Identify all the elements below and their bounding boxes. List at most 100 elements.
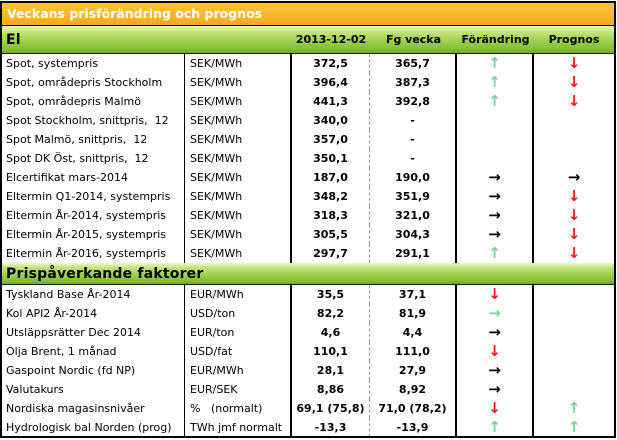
row-unit: USD/ton (185, 304, 292, 323)
forecast-arrow: ↑ (567, 399, 581, 417)
factors-section-rows: Tyskland Base År-2014 EUR/MWh 35,5 37,1 ↓ Kol… (2, 285, 614, 436)
previous-value: 27,9 (370, 361, 457, 380)
table-row: Eltermin År-2014, systempris SEK/MWh 318,3… (2, 206, 614, 225)
row-label: Spot, områdepris Malmö (2, 92, 185, 111)
table-row: Kol API2 År-2014 USD/ton 82,2 81,9 → (2, 304, 614, 323)
row-label: Nordiska magasinsnivåer (2, 399, 185, 418)
row-label: Tyskland Base År-2014 (2, 285, 185, 304)
previous-value: 37,1 (370, 285, 457, 304)
row-label: Hydrologisk bal Norden (prog) (2, 418, 185, 436)
current-value: 110,1 (292, 342, 370, 361)
row-unit: SEK/MWh (185, 111, 292, 130)
forecast-arrow (534, 285, 614, 304)
previous-value: 4,4 (370, 323, 457, 342)
previous-value: - (370, 130, 457, 149)
table-title: Veckans prisförändring och prognos (2, 3, 614, 26)
row-unit: EUR/MWh (185, 285, 292, 304)
row-unit: SEK/MWh (185, 244, 292, 263)
row-label: Eltermin År-2016, systempris (2, 244, 185, 263)
forecast-arrow (534, 380, 614, 399)
column-header-forecast: Prognos (548, 33, 600, 46)
forecast-arrow: ↓ (567, 187, 581, 205)
change-arrow: → (457, 206, 534, 225)
table-row: Tyskland Base År-2014 EUR/MWh 35,5 37,1 ↓ (2, 285, 614, 304)
forecast-arrow (534, 361, 614, 380)
row-label: Kol API2 År-2014 (2, 304, 185, 323)
row-label: Elcertifikat mars-2014 (2, 168, 185, 187)
current-value: 187,0 (292, 168, 370, 187)
current-value: 350,1 (292, 149, 370, 168)
change-arrow: ↓ (457, 342, 534, 361)
column-header-change: Förändring (461, 33, 530, 46)
current-value: 305,5 (292, 225, 370, 244)
forecast-arrow (534, 130, 614, 149)
table-row: Spot, områdepris Malmö SEK/MWh 441,3 392,8 ↑… (2, 92, 614, 111)
row-label: Olja Brent, 1 månad (2, 342, 185, 361)
previous-value: 387,3 (370, 73, 457, 92)
table-row: Eltermin År-2016, systempris SEK/MWh 297,7… (2, 244, 614, 263)
row-unit: SEK/MWh (185, 168, 292, 187)
row-unit: EUR/MWh (185, 361, 292, 380)
section-label-el: El (6, 31, 21, 48)
forecast-arrow (534, 149, 614, 168)
table-row: Nordiska magasinsnivåer% (normalt) 69,1 (… (2, 399, 614, 418)
change-arrow: → (457, 168, 534, 187)
change-arrow: ↑ (457, 92, 534, 111)
row-unit: % (normalt) (185, 399, 292, 418)
change-arrow: → (457, 361, 534, 380)
row-unit: EUR/SEK (185, 380, 292, 399)
change-arrow (457, 149, 534, 168)
forecast-arrow (534, 304, 614, 323)
row-label: Gaspoint Nordic (fd NP) (2, 361, 185, 380)
previous-value: 81,9 (370, 304, 457, 323)
row-label: Spot, systempris (2, 54, 185, 73)
change-arrow (457, 130, 534, 149)
change-arrow: → (457, 187, 534, 206)
row-label: Eltermin År-2014, systempris (2, 206, 185, 225)
current-value: 396,4 (292, 73, 370, 92)
row-unit: SEK/MWh (185, 73, 292, 92)
current-value: -13,3 (292, 418, 370, 436)
previous-value: 351,9 (370, 187, 457, 206)
current-value: 8,86 (292, 380, 370, 399)
row-unit: TWh jmf normalt (185, 418, 292, 436)
table-row: Eltermin Q1-2014, systempris SEK/MWh 348,2… (2, 187, 614, 206)
section-header-factors: Prispåverkande faktorer (2, 263, 614, 285)
row-unit: EUR/ton (185, 323, 292, 342)
row-unit: SEK/MWh (185, 206, 292, 225)
forecast-arrow: ↓ (567, 54, 581, 72)
row-unit: SEK/MWh (185, 92, 292, 111)
previous-value: -13,9 (370, 418, 457, 436)
change-arrow: ↑ (457, 54, 534, 73)
row-label: Spot Malmö, snittpris, 12 (2, 130, 185, 149)
forecast-arrow (534, 323, 614, 342)
row-unit: SEK/MWh (185, 149, 292, 168)
previous-value: 365,7 (370, 54, 457, 73)
current-value: 441,3 (292, 92, 370, 111)
row-unit: SEK/MWh (185, 225, 292, 244)
previous-value: - (370, 111, 457, 130)
row-unit: USD/fat (185, 342, 292, 361)
section-label-factors: Prispåverkande faktorer (6, 265, 204, 282)
previous-value: 111,0 (370, 342, 457, 361)
current-value: 340,0 (292, 111, 370, 130)
forecast-arrow: ↓ (567, 73, 581, 91)
previous-value: 71,0 (78,2) (370, 399, 457, 418)
table-row: Spot Stockholm, snittpris, 12 SEK/MWh 340,… (2, 111, 614, 130)
change-arrow: ↑ (457, 418, 534, 436)
current-value: 318,3 (292, 206, 370, 225)
row-unit: SEK/MWh (185, 54, 292, 73)
current-value: 28,1 (292, 361, 370, 380)
change-arrow: ↑ (457, 73, 534, 92)
change-arrow: → (457, 304, 534, 323)
row-label: Spot DK Öst, snittpris, 12 (2, 149, 185, 168)
current-value: 4,6 (292, 323, 370, 342)
current-value: 348,2 (292, 187, 370, 206)
table-row: Elcertifikat mars-2014 SEK/MWh 187,0 190,0 →… (2, 168, 614, 187)
table-row: Spot Malmö, snittpris, 12 SEK/MWh 357,0- (2, 130, 614, 149)
table-row: Valutakurs EUR/SEK 8,86 8,92 → (2, 380, 614, 399)
row-label: Spot, områdepris Stockholm (2, 73, 185, 92)
current-value: 372,5 (292, 54, 370, 73)
